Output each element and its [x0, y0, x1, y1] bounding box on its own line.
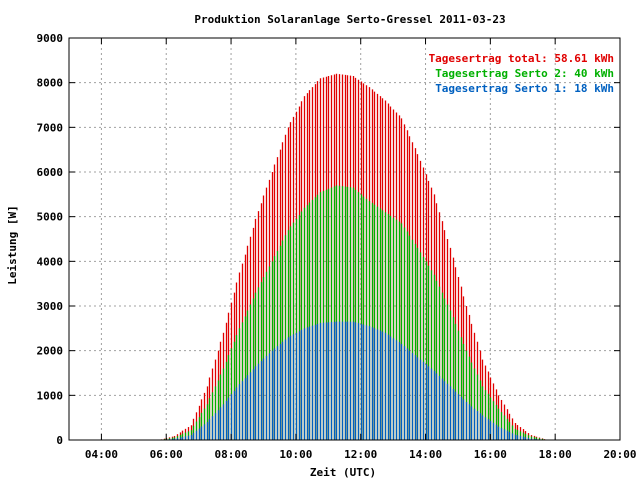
chart-title: Produktion Solaranlage Serto-Gressel 201… — [194, 13, 505, 26]
x-axis-label: Zeit (UTC) — [310, 466, 376, 479]
x-tick-labels: 04:00 06:00 08:00 10:00 12:00 14:00 16:00 18:00… — [85, 448, 637, 461]
y-tick-label: 4000 — [37, 255, 64, 268]
x-tick-label: 16:00 — [474, 448, 507, 461]
y-tick-label: 6000 — [37, 166, 64, 179]
y-tick-label: 3000 — [37, 300, 64, 313]
plot-border — [68, 37, 621, 441]
x-tick-label: 08:00 — [214, 448, 247, 461]
legend: Tagesertrag total: 58.61 kWh Tagesertrag … — [429, 52, 614, 95]
y-tick-label: 8000 — [37, 77, 64, 90]
x-tick-label: 10:00 — [279, 448, 312, 461]
y-tick-label: 5000 — [37, 211, 64, 224]
legend-entry-serto1: Tagesertrag Serto 1: 18 kWh — [435, 82, 614, 95]
y-tick-label: 2000 — [37, 345, 64, 358]
plot-frame — [68, 37, 621, 441]
bars-group — [160, 73, 546, 440]
x-tick-label: 04:00 — [85, 448, 118, 461]
legend-entry-total: Tagesertrag total: 58.61 kWh — [429, 52, 614, 65]
x-tick-label: 12:00 — [344, 448, 377, 461]
y-tick-label: 9000 — [37, 32, 64, 45]
x-tick-label: 20:00 — [603, 448, 636, 461]
x-tick-label: 06:00 — [150, 448, 183, 461]
y-tick-label: 0 — [56, 434, 63, 447]
y-tick-label: 7000 — [37, 121, 64, 134]
y-axis-label: Leistung [W] — [6, 205, 19, 284]
y-tick-labels: 0 1000 2000 3000 4000 5000 6000 7000 8000 9000 — [37, 32, 64, 447]
x-tick-label: 14:00 — [409, 448, 442, 461]
grid-lines — [69, 38, 620, 440]
legend-entry-serto2: Tagesertrag Serto 2: 40 kWh — [435, 67, 614, 80]
x-tick-label: 18:00 — [539, 448, 572, 461]
y-tick-label: 1000 — [37, 389, 64, 402]
